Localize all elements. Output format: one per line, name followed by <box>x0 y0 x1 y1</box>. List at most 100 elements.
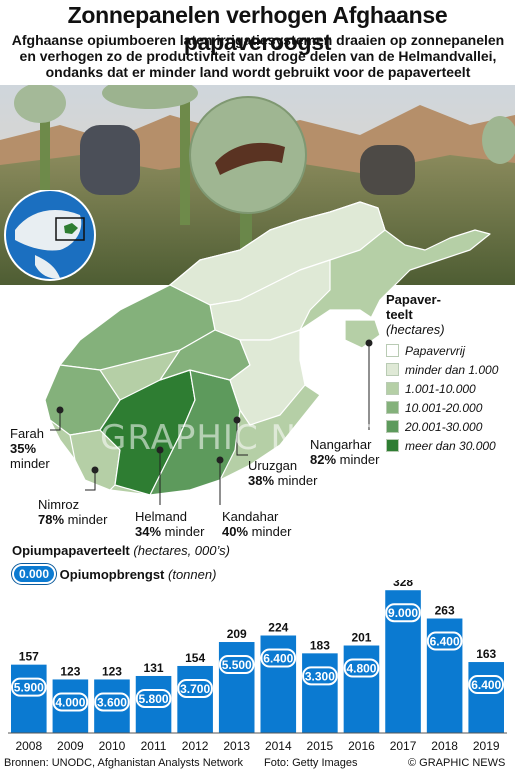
yield-pill-label: 3.700 <box>180 682 210 696</box>
legend-swatch <box>386 439 399 452</box>
yield-pill <box>218 655 255 675</box>
map-legend: Papaver- teelt (hectares) Papavervrij min… <box>386 292 511 455</box>
x-tick-label: 2009 <box>57 739 84 753</box>
bar-value-label: 263 <box>435 604 455 618</box>
x-tick-label: 2014 <box>265 739 292 753</box>
label-nangarhar: Nangarhar 82% minder <box>310 437 380 467</box>
locator-globe <box>4 190 96 281</box>
label-uruzgan: Uruzgan 38% minder <box>248 458 318 488</box>
yield-pill-label: 4.800 <box>346 662 376 676</box>
series2-unit: (tonnen) <box>168 566 217 582</box>
legend-item: Papavervrij <box>386 341 511 360</box>
series1-unit: (hectares, 000’s) <box>133 543 230 558</box>
label-nimroz: Nimroz 78% minder <box>38 497 108 527</box>
yield-pill-label: 3.600 <box>97 695 127 709</box>
bar-value-label: 157 <box>19 650 39 664</box>
legend-title-1: Papaver- <box>386 292 441 307</box>
chart-legend-area: Opiumpapaverteelt (hectares, 000’s) <box>12 543 230 558</box>
yield-pill-label: 5.500 <box>222 658 252 672</box>
legend-swatch <box>386 401 399 414</box>
bar-value-label: 123 <box>102 664 122 678</box>
yield-pill-label: 5.800 <box>139 692 169 706</box>
legend-label: 20.001-30.000 <box>405 419 483 434</box>
yield-pill <box>52 692 89 712</box>
west-provinces <box>59 284 216 371</box>
series2-title: Opiumopbrengst <box>59 566 165 582</box>
legend-label: minder dan 1.000 <box>405 362 499 377</box>
yield-pill-label: 6.400 <box>471 678 501 692</box>
legend-label: Papavervrij <box>405 343 466 358</box>
yield-pill <box>302 666 338 686</box>
yield-pill <box>343 658 380 678</box>
afghanistan-map <box>4 190 491 505</box>
province-shapes <box>44 201 491 496</box>
bar-value-label: 328 <box>393 580 413 589</box>
footer-photo-credit: Foto: Getty Images <box>264 757 358 769</box>
x-tick-label: 2008 <box>15 739 42 753</box>
watermark: GRAPHIC NEWS <box>100 418 377 458</box>
legend-swatch <box>386 344 399 357</box>
bar-value-label: 224 <box>268 620 288 634</box>
bar <box>177 665 213 733</box>
bar <box>302 653 338 733</box>
bar <box>11 664 47 733</box>
bar-value-label: 201 <box>351 631 371 645</box>
yield-pill <box>11 677 47 697</box>
x-tick-label: 2015 <box>307 739 334 753</box>
yield-pill-label: 4.000 <box>55 695 85 709</box>
opium-bar-chart: 157 5.900 2008 123 4.000 2009 123 3.600 2010 131 5… <box>8 580 507 753</box>
legend-swatch <box>386 420 399 433</box>
label-helmand: Helmand 34% minder <box>135 509 205 539</box>
legend-swatch <box>386 382 399 395</box>
legend-pill: 0.000 <box>12 564 57 584</box>
yield-pill <box>468 675 504 695</box>
bar-value-label: 131 <box>144 661 164 675</box>
yield-pill-label: 9.000 <box>388 606 418 620</box>
yield-pill <box>385 603 421 623</box>
province-pointers <box>50 339 373 505</box>
footer: Bronnen: UNODC, Afghanistan Analysts Net… <box>0 757 515 773</box>
legend-item: 20.001-30.000 <box>386 417 511 436</box>
x-tick-label: 2018 <box>431 739 458 753</box>
yield-pill-label: 6.400 <box>263 651 293 665</box>
yield-pill <box>135 688 172 708</box>
bar <box>468 662 504 733</box>
legend-unit: (hectares) <box>386 322 445 337</box>
bar-value-label: 209 <box>227 627 247 641</box>
yield-pill <box>426 631 463 651</box>
legend-item: 10.001-20.000 <box>386 398 511 417</box>
yield-pill <box>260 648 297 668</box>
x-tick-label: 2013 <box>223 739 250 753</box>
legend-label: 1.001-10.000 <box>405 381 476 396</box>
page-title: Zonnepanelen verhogen Afghaanse papavero… <box>67 2 448 55</box>
yield-pill-label: 6.400 <box>430 635 460 649</box>
legend-item: 1.001-10.000 <box>386 379 511 398</box>
bar-value-label: 163 <box>476 647 496 661</box>
yield-pill-label: 5.900 <box>14 681 44 695</box>
label-farah: Farah 35% minder <box>10 426 50 471</box>
bar-value-label: 123 <box>60 664 80 678</box>
yield-pill <box>94 692 130 712</box>
southeast-provinces <box>229 329 306 426</box>
x-tick-label: 2012 <box>182 739 209 753</box>
footer-sources: Bronnen: UNODC, Afghanistan Analysts Net… <box>4 757 244 769</box>
legend-label: 10.001-20.000 <box>405 400 483 415</box>
legend-item: meer dan 30.000 <box>386 436 511 455</box>
bar-value-label: 183 <box>310 638 330 652</box>
legend-label: meer dan 30.000 <box>405 438 496 453</box>
x-tick-label: 2017 <box>390 739 417 753</box>
page-subtitle: Afghaanse opiumboeren laten irrigatiesys… <box>11 32 505 80</box>
chart-legend-yield: 0.000 Opiumopbrengst (tonnen) <box>12 564 216 584</box>
x-tick-label: 2010 <box>99 739 126 753</box>
legend-title-2: teelt <box>386 307 413 322</box>
legend-items: Papavervrij minder dan 1.000 1.001-10.000 1… <box>386 341 511 455</box>
yield-pill <box>177 678 213 698</box>
label-kandahar: Kandahar 40% minder <box>222 509 292 539</box>
legend-swatch <box>386 363 399 376</box>
x-tick-label: 2016 <box>348 739 375 753</box>
x-tick-label: 2019 <box>473 739 500 753</box>
bar-value-label: 154 <box>185 651 205 665</box>
x-tick-label: 2011 <box>141 739 167 753</box>
footer-copyright: © GRAPHIC NEWS <box>408 757 506 769</box>
yield-pill-label: 3.300 <box>305 669 335 683</box>
